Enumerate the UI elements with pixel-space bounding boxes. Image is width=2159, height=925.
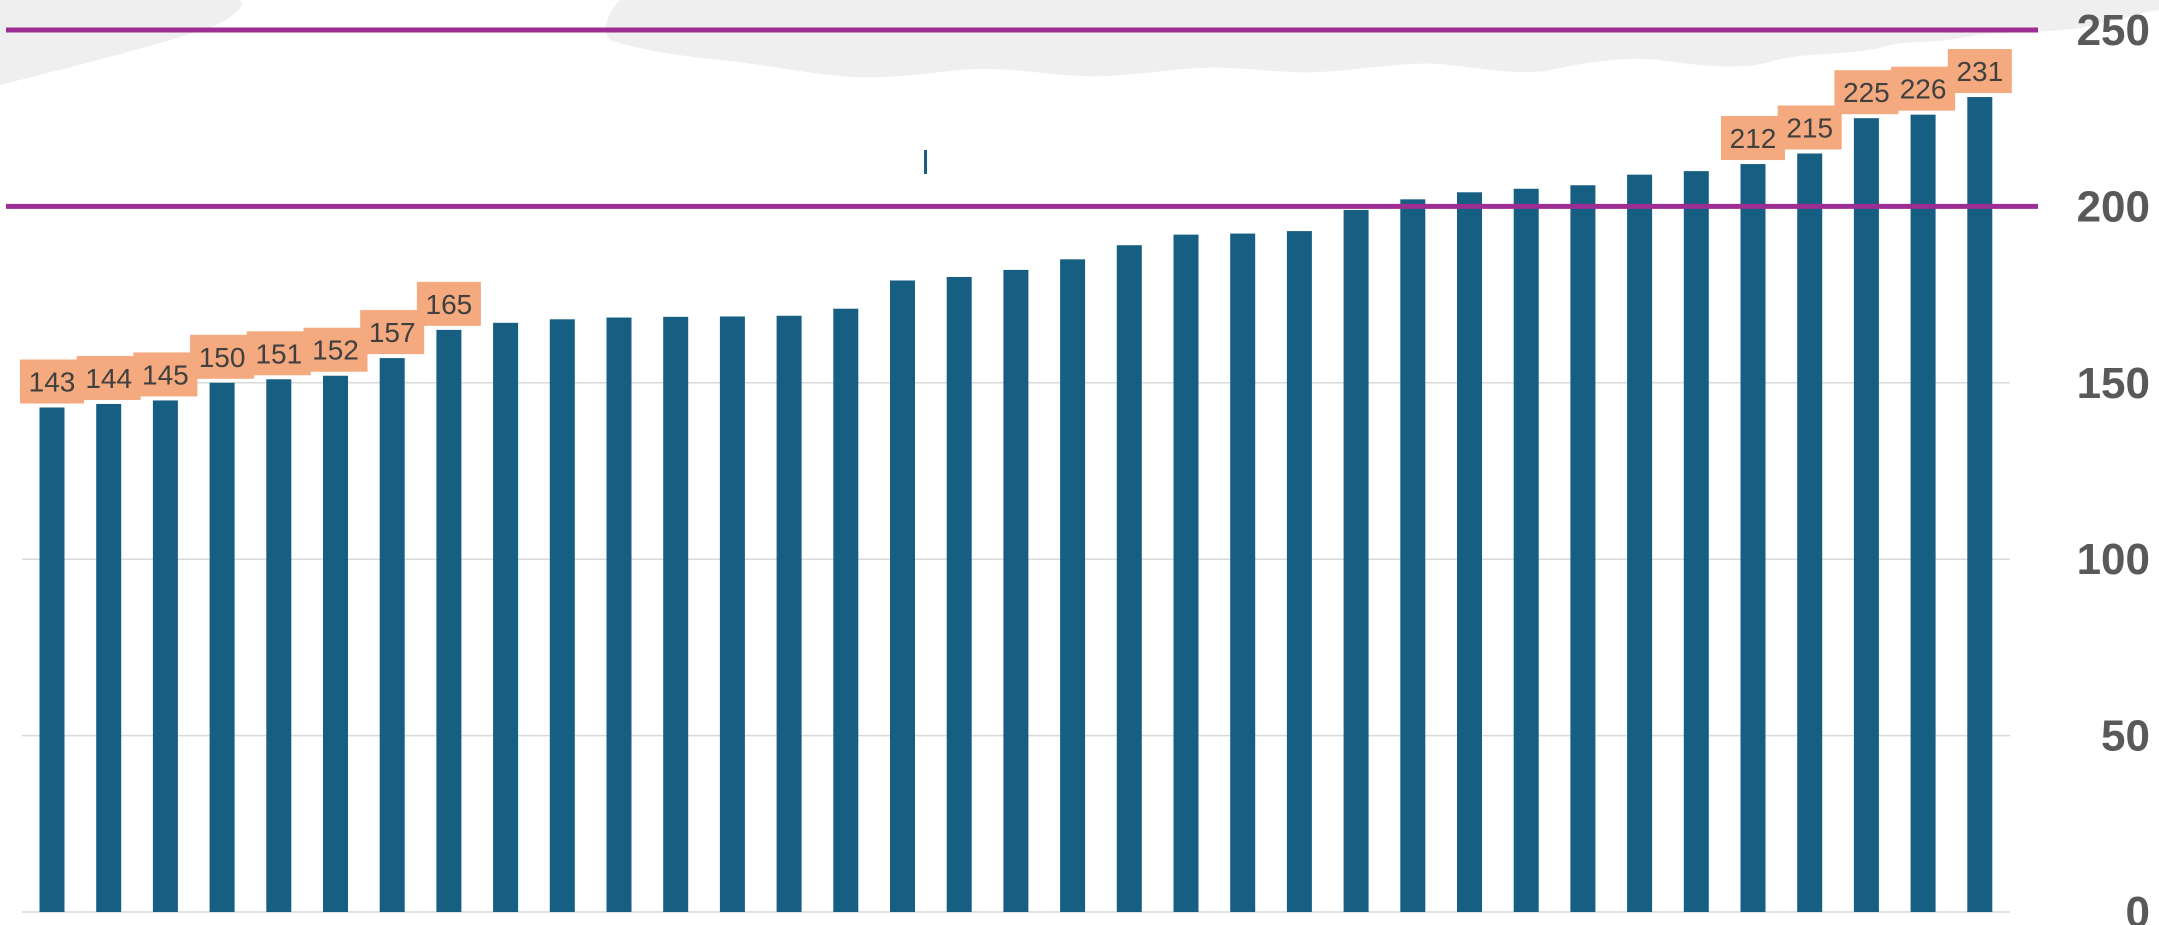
bar: [209, 382, 235, 912]
data-label: 226: [1900, 74, 1947, 105]
data-label: 212: [1730, 123, 1777, 154]
bar: [1286, 231, 1312, 912]
reference-lines: [6, 27, 2038, 209]
data-label: 165: [426, 289, 473, 320]
bar: [1683, 171, 1709, 912]
data-label: 145: [142, 359, 189, 390]
bar: [1967, 97, 1993, 913]
y-tick-label: 250: [2077, 6, 2150, 55]
data-label: 152: [312, 335, 359, 366]
bar: [436, 329, 462, 912]
bar: [776, 315, 802, 912]
y-tick-label: 150: [2077, 359, 2150, 408]
data-label-box: [1777, 105, 1842, 150]
data-labels: 143 144 145 150 151 152 157 165 212 215 225 226 231: [20, 49, 2012, 404]
y-axis-ticks: 0 50 100 150 200 250: [2077, 6, 2150, 925]
bar: [152, 400, 178, 912]
bar: [1797, 153, 1823, 913]
bar: [1003, 269, 1029, 912]
bar: [549, 319, 575, 912]
bar: [719, 316, 745, 912]
y-tick-label: 100: [2077, 535, 2150, 584]
bar: [1853, 118, 1879, 912]
bar: [1910, 114, 1936, 912]
bar: [890, 280, 915, 912]
bar: [96, 403, 122, 912]
data-label-box: [1891, 66, 1956, 111]
bar: [606, 317, 632, 913]
data-label: 143: [29, 366, 76, 397]
bar: [1173, 234, 1199, 912]
bar: [39, 407, 65, 912]
y-tick-label: 200: [2077, 182, 2150, 231]
data-label-box: [133, 352, 198, 397]
data-label-box: [1721, 116, 1785, 161]
bar: [663, 316, 689, 912]
data-label: 151: [255, 338, 302, 369]
data-label-box: [76, 355, 141, 400]
bar: [1400, 199, 1426, 912]
data-label-box: [303, 327, 368, 372]
bar: [1740, 164, 1766, 913]
bar: [379, 358, 405, 912]
bar: [1116, 245, 1142, 912]
bar: [833, 308, 859, 912]
bar: [493, 322, 519, 913]
bar: [1343, 209, 1369, 913]
bars: [39, 97, 1993, 913]
bar: [1457, 192, 1482, 913]
markers: [924, 150, 927, 174]
data-label: 231: [1956, 56, 2003, 87]
data-label-box: [20, 359, 84, 404]
background-map-silhouette: [0, 0, 2159, 85]
bar: [1230, 233, 1256, 912]
data-label: 215: [1786, 112, 1833, 143]
data-label-box: [246, 331, 311, 376]
bar: [1570, 185, 1596, 912]
data-label: 150: [199, 342, 246, 373]
data-label-box: [360, 310, 425, 355]
bar: [266, 379, 292, 913]
bar: [1060, 259, 1086, 912]
bar: [1627, 174, 1653, 912]
bar: [323, 375, 348, 912]
bar: [946, 276, 972, 913]
y-tick-label: 50: [2101, 712, 2150, 761]
data-label-box: [1947, 49, 2012, 94]
data-label: 157: [369, 317, 416, 348]
bar: [1513, 188, 1539, 912]
data-label-box: [416, 281, 481, 326]
small-tick-marker: [924, 150, 927, 174]
y-tick-label: 0: [2126, 888, 2150, 925]
data-label-box: [190, 334, 255, 379]
data-label: 144: [85, 363, 132, 394]
data-label-box: [1834, 70, 1899, 115]
data-label: 225: [1843, 77, 1890, 108]
